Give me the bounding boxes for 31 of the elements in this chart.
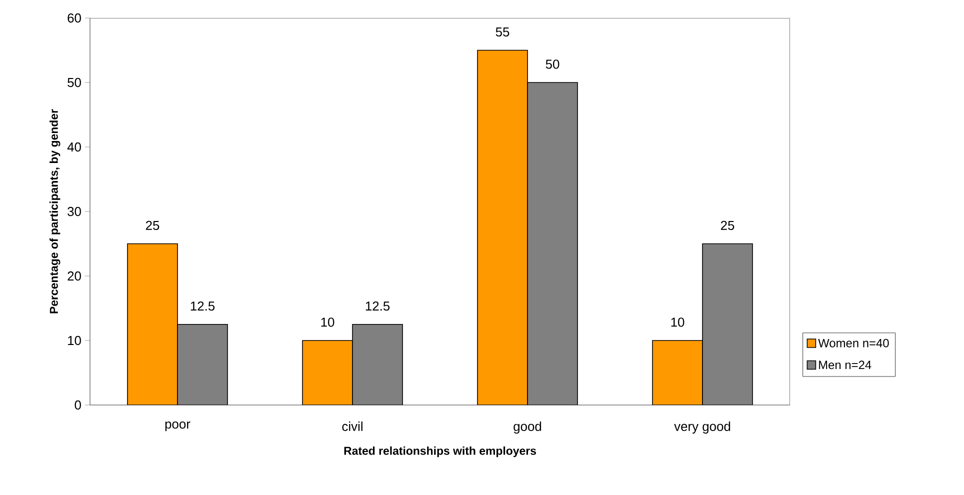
bar (477, 50, 528, 405)
data-label: 25 (720, 220, 734, 230)
legend-label: Men n=24 (819, 360, 872, 370)
y-tick-label: 40 (67, 142, 81, 152)
bar (702, 243, 753, 405)
data-label: 12.5 (366, 301, 390, 311)
y-tick-label: 0 (74, 400, 81, 410)
data-label: 10 (321, 318, 334, 327)
x-tick-label: poor (165, 422, 190, 432)
legend-label: Women n=40 (818, 338, 889, 348)
y-tick-label: 20 (68, 271, 81, 281)
bar (177, 324, 228, 405)
y-tick-label: 50 (68, 78, 81, 88)
bar (302, 340, 353, 405)
bar (127, 243, 178, 405)
bar (352, 324, 403, 405)
x-axis-title: Rated relationships with employers (344, 446, 536, 458)
bar (652, 340, 703, 405)
x-tick-label: good (514, 422, 542, 434)
y-tick-label: 60 (68, 13, 81, 23)
data-label: 12.5 (190, 301, 215, 311)
data-label: 10 (671, 318, 684, 327)
bar (527, 82, 578, 405)
data-label: 25 (146, 220, 160, 230)
data-label: 50 (546, 60, 560, 69)
y-axis-title: Percentage of participants, by gender (50, 109, 60, 314)
x-tick-label: very good (674, 422, 730, 434)
y-tick-label: 30 (68, 206, 81, 216)
y-tick-label: 10 (68, 336, 81, 346)
x-tick-label: civil (342, 422, 362, 432)
data-label: 55 (496, 27, 510, 37)
